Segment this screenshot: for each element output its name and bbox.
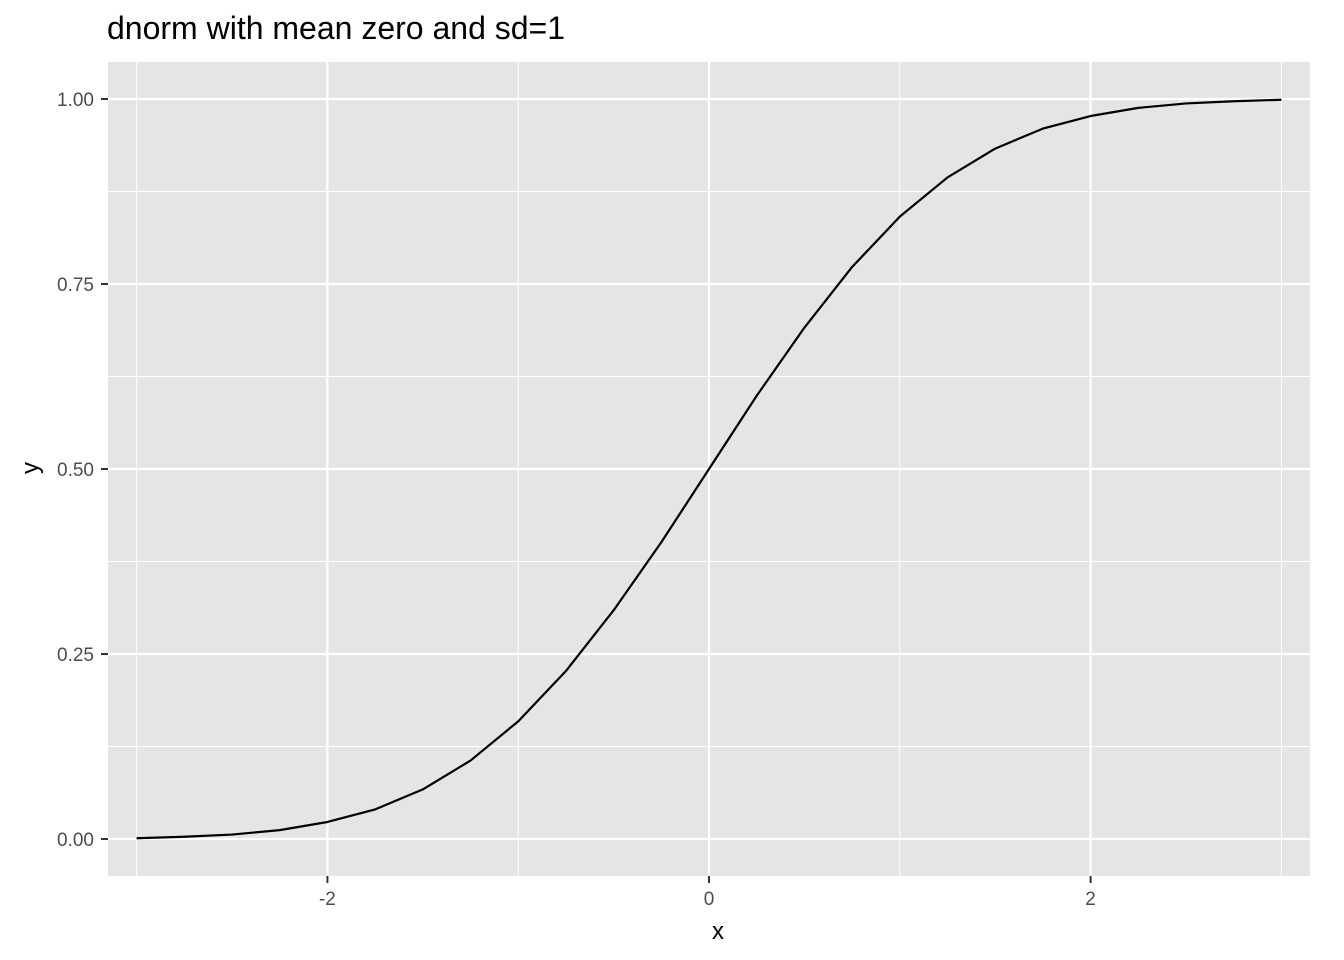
major-gridlines <box>108 62 1310 876</box>
y-tick-label: 0.75 <box>57 275 94 296</box>
y-tick-label: 0.25 <box>57 645 94 666</box>
y-tick-label: 1.00 <box>57 90 94 111</box>
x-tick-label: 2 <box>1085 889 1096 910</box>
y-axis-title: y <box>17 462 44 474</box>
x-tick-label: 0 <box>704 889 715 910</box>
chart-title: dnorm with mean zero and sd=1 <box>107 10 565 46</box>
x-axis-title: x <box>712 918 724 945</box>
y-tick-label: 0.00 <box>57 830 94 851</box>
series-line <box>136 98 1282 840</box>
y-tick-label: 0.50 <box>57 460 94 481</box>
x-axis: -2 0 2 <box>319 876 1096 910</box>
x-tick-label: -2 <box>319 889 336 910</box>
y-axis: 0.00 0.25 0.50 0.75 1.00 <box>57 90 108 851</box>
